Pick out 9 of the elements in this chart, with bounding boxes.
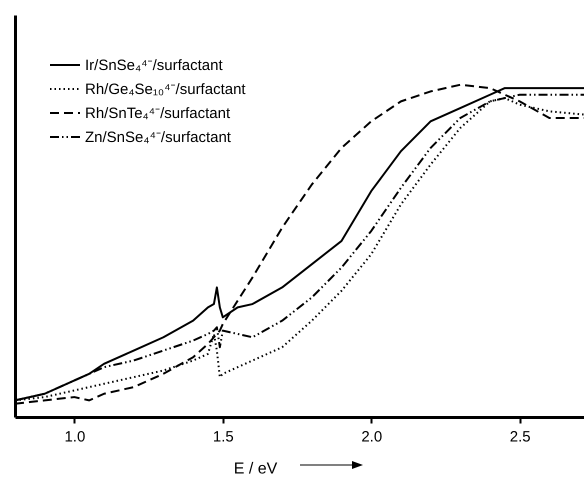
legend-label: Ir/SnSe₄⁴⁻/surfactant — [85, 57, 224, 74]
x-tick-label: 1.0 — [64, 428, 86, 446]
legend-label: Rh/Ge₄Se₁₀⁴⁻/surfactant — [85, 81, 246, 98]
x-tick-label: 1.5 — [212, 428, 234, 446]
legend-label: Zn/SnSe₄⁴⁻/surfactant — [85, 129, 232, 146]
x-tick-label: 2.5 — [510, 428, 531, 446]
x-tick-label: 2.0 — [361, 428, 382, 446]
x-axis-title: E / eV — [234, 460, 278, 478]
legend-label: Rh/SnTe₄⁴⁻/surfactant — [85, 105, 231, 122]
